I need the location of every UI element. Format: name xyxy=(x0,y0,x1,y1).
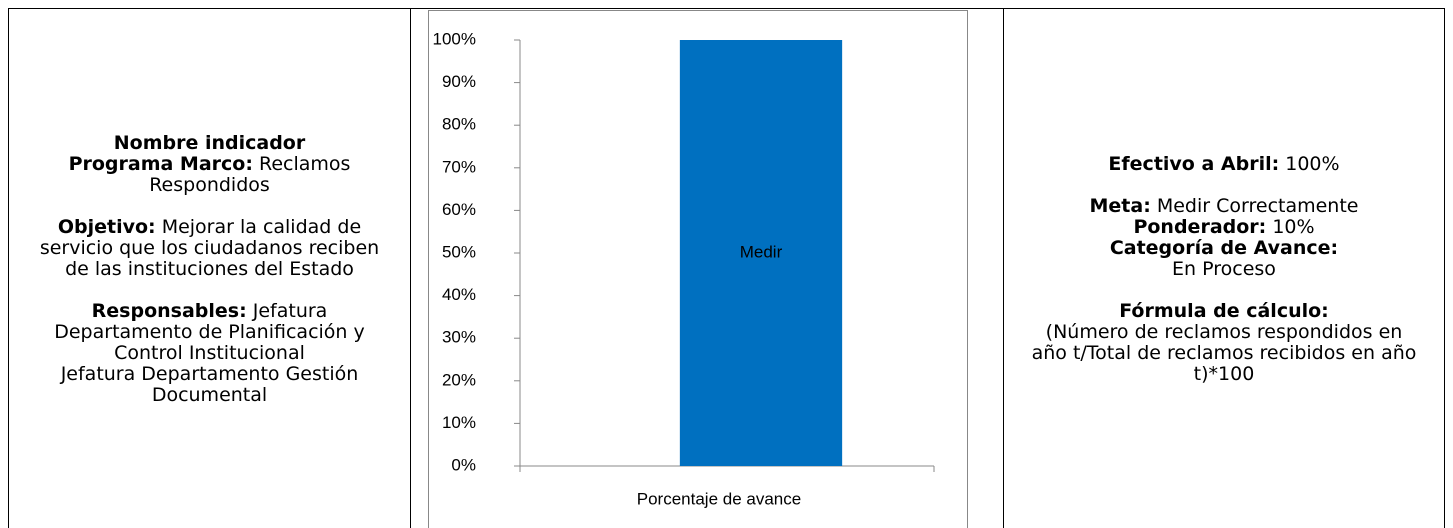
text: Medir Correctamente xyxy=(1156,195,1359,217)
label: Efectivo a Abril: xyxy=(1108,153,1280,175)
label: Responsables: xyxy=(91,300,247,322)
right-cell: Efectivo a Abril: 100% Meta: Medir Corre… xyxy=(1003,8,1445,528)
label: Ponderador: xyxy=(1133,216,1267,238)
text: 10% xyxy=(1272,216,1315,238)
label: Nombre indicador xyxy=(113,132,306,154)
y-tick-label: 40% xyxy=(442,285,476,304)
y-tick-label: 60% xyxy=(442,200,476,219)
label: Objetivo: xyxy=(57,216,156,238)
formula: Fórmula de cálculo: (Número de reclamos r… xyxy=(1030,301,1418,385)
text: Jefatura Departamento de Planificación y… xyxy=(54,300,365,364)
objective: Objetivo: Mejorar la calidad de servicio… xyxy=(25,217,394,280)
chart-cell xyxy=(410,8,1003,528)
text: 100% xyxy=(1285,153,1340,175)
y-tick-label: 50% xyxy=(442,242,476,261)
chart: 0% 10% 20% 30% 40% 50% 60% 70% 80% 90% 100% Porcent… xyxy=(428,10,968,528)
y-tick-label: 90% xyxy=(442,72,476,91)
label: Meta: xyxy=(1089,195,1151,217)
label: Categoría de Avance: xyxy=(1109,237,1339,259)
responsible: Responsables: Jefatura Departamento de P… xyxy=(25,301,394,406)
y-tick-label: 10% xyxy=(442,413,476,432)
goal: Meta: Medir Correctamente xyxy=(1030,196,1418,217)
category: Categoría de Avance: En Proceso xyxy=(1030,238,1418,280)
y-tick-label: 30% xyxy=(442,328,476,347)
label: Fórmula de cálculo: xyxy=(1119,300,1329,322)
weight: Ponderador: 10% xyxy=(1030,217,1418,238)
bar-label: Medir xyxy=(740,242,783,261)
text: Jefatura Departamento Gestión Documental xyxy=(60,363,359,406)
x-tick-label: Porcentaje de avance xyxy=(637,489,801,508)
y-tick-label: 80% xyxy=(442,115,476,134)
y-tick-label: 0% xyxy=(451,455,476,474)
bar xyxy=(679,40,843,466)
effective: Efectivo a Abril: 100% xyxy=(1030,154,1418,175)
left-cell: Nombre indicador Programa Marco: Reclamos… xyxy=(8,8,410,528)
goal-block: Meta: Medir Correctamente Ponderador: 10… xyxy=(1030,196,1418,280)
y-tick-label: 100% xyxy=(433,29,476,48)
label: Programa Marco: xyxy=(68,153,253,175)
text: Mejorar la calidad de servicio que los c… xyxy=(39,216,380,280)
text: (Número de reclamos respondidos en año t… xyxy=(1031,321,1417,385)
text: Reclamos Respondidos xyxy=(149,153,351,196)
y-tick-label: 70% xyxy=(442,157,476,176)
text: En Proceso xyxy=(1172,258,1276,280)
y-tick-label: 20% xyxy=(442,370,476,389)
indicator: Nombre indicador Programa Marco: Reclamos… xyxy=(25,133,394,196)
